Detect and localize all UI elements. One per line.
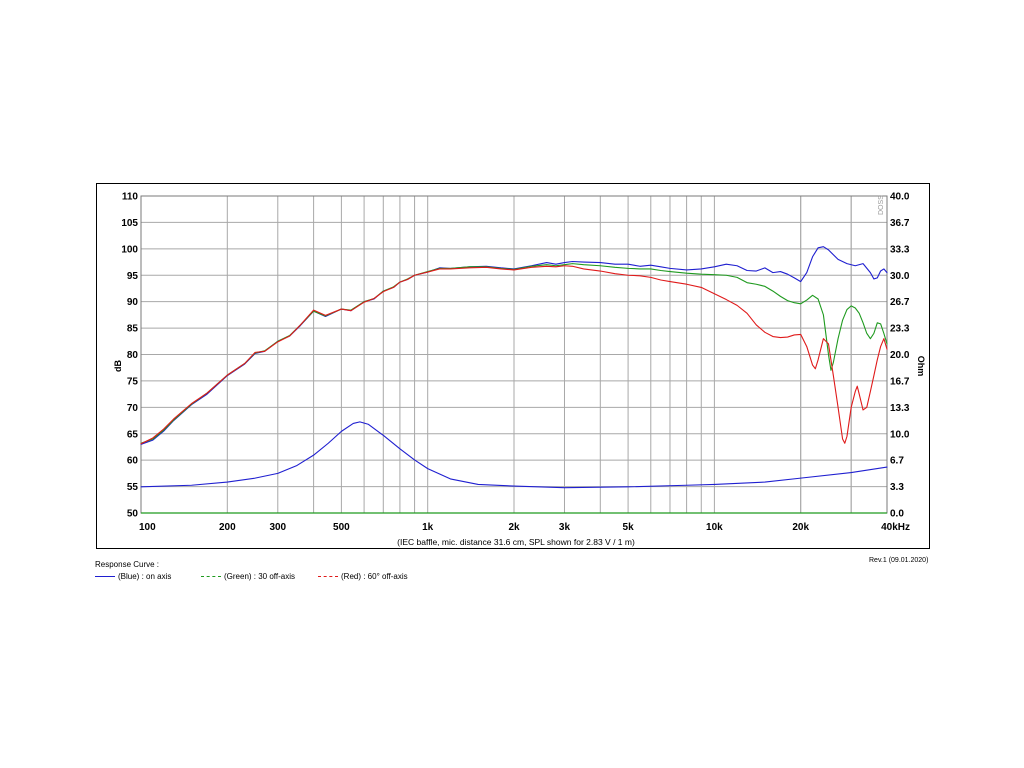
y-tick-label-left: 95	[127, 271, 139, 282]
y-tick-label-left: 50	[127, 509, 139, 520]
axes: 110 105 100 95 90 85 80 75 70 65 60 55 50 40.0 36.7 33.…	[121, 192, 910, 534]
y-tick-label-right: 16.7	[890, 376, 910, 387]
y-tick-label-left: 85	[127, 324, 139, 335]
y-tick-label-right: 13.3	[890, 403, 910, 414]
x-tick-label: 5k	[623, 522, 635, 533]
legend-swatch-blue	[95, 576, 115, 577]
series-layer	[140, 246, 888, 489]
y-tick-label-right: 6.7	[890, 456, 904, 467]
legend-item-blue: (Blue) : on axis	[95, 572, 171, 581]
y-tick-label-left: 55	[127, 482, 139, 493]
x-tick-label: 20k	[792, 522, 809, 533]
chart-frame	[96, 183, 930, 549]
y-axis-label-right: Ohm	[916, 356, 926, 377]
x-tick-label: 3k	[559, 522, 571, 533]
x-tick-label: 300	[269, 522, 286, 533]
x-tick-label: 40kHz	[881, 522, 910, 533]
legend-label-red: (Red) : 60° off-axis	[341, 572, 408, 581]
legend-title: Response Curve :	[95, 560, 160, 569]
chart-caption: (IEC baffle, mic. distance 31.6 cm, SPL …	[397, 537, 635, 547]
y-tick-label-right: 3.3	[890, 482, 904, 493]
series-line-impedance	[140, 421, 888, 489]
grid	[140, 195, 888, 514]
y-tick-label-left: 100	[121, 244, 138, 255]
x-tick-label: 500	[333, 522, 350, 533]
watermark: DOSS	[878, 195, 885, 215]
y-tick-label-left: 105	[121, 218, 138, 229]
y-tick-label-left: 70	[127, 403, 139, 414]
y-tick-label-right: 33.3	[890, 244, 910, 255]
x-tick-label: 200	[219, 522, 236, 533]
x-tick-label: 1k	[422, 522, 434, 533]
y-tick-label-right: 40.0	[890, 192, 910, 203]
y-tick-label-right: 23.3	[890, 324, 910, 335]
y-tick-label-left: 75	[127, 376, 139, 387]
y-tick-label-left: 80	[127, 350, 139, 361]
revision-label: Rev.1 (09.01.2020)	[869, 557, 929, 564]
y-tick-label-left: 90	[127, 297, 139, 308]
legend-swatch-red	[318, 576, 338, 577]
x-tick-label: 10k	[706, 522, 723, 533]
legend-swatch-green	[201, 576, 221, 577]
y-tick-label-left: 110	[122, 192, 139, 203]
y-tick-label-right: 10.0	[890, 429, 910, 440]
series-line-30-off-axis	[140, 263, 888, 444]
y-tick-label-right: 20.0	[890, 350, 910, 361]
y-tick-label-right: 26.7	[890, 297, 910, 308]
series-line-60-off-axis	[140, 265, 888, 445]
y-tick-label-right: 36.7	[890, 218, 910, 229]
y-tick-label-left: 65	[127, 429, 139, 440]
y-tick-label-left: 60	[127, 456, 139, 467]
legend-label-blue: (Blue) : on axis	[118, 572, 172, 581]
legend-item-green: (Green) : 30 off-axis	[201, 572, 295, 581]
y-tick-label-right: 30.0	[890, 271, 910, 282]
y-axis-label-left: dB	[113, 360, 123, 372]
x-tick-label: 100	[139, 522, 156, 533]
y-tick-label-right: 0.0	[890, 509, 904, 520]
x-tick-label: 2k	[508, 522, 520, 533]
legend-item-red: (Red) : 60° off-axis	[318, 572, 408, 581]
legend-label-green: (Green) : 30 off-axis	[224, 572, 295, 581]
